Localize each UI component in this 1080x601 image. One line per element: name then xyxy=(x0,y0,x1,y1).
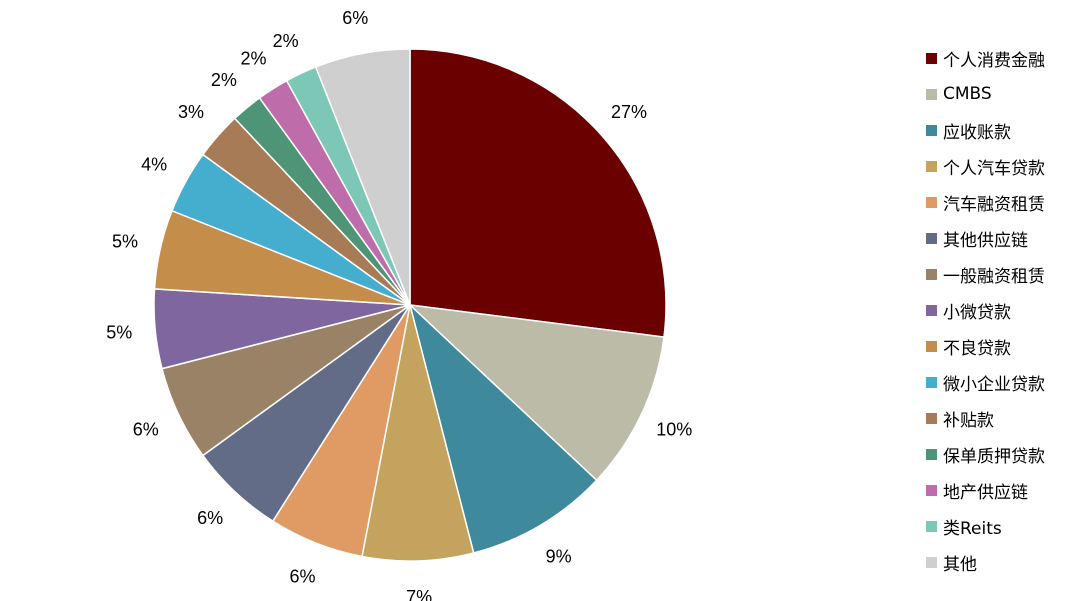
legend-item-9: 微小企业贷款 xyxy=(926,364,1045,400)
legend-swatch-4 xyxy=(926,196,937,208)
slice-data-label-11: 2% xyxy=(211,70,237,90)
pie-slices xyxy=(153,48,667,562)
legend-item-12: 地产供应链 xyxy=(926,472,1045,508)
legend-item-3: 个人汽车贷款 xyxy=(926,148,1045,184)
legend-label-6: 一般融资租赁 xyxy=(943,266,1045,287)
legend-label-3: 个人汽车贷款 xyxy=(943,158,1045,179)
legend-swatch-2 xyxy=(926,124,937,136)
legend-label-11: 保单质押贷款 xyxy=(943,446,1045,467)
pie-slice-0 xyxy=(409,48,667,338)
pie-slice-14 xyxy=(314,48,411,306)
slice-data-label-3: 7% xyxy=(406,587,432,601)
legend-swatch-7 xyxy=(926,304,937,316)
legend-label-8: 不良贷款 xyxy=(943,338,1011,359)
legend-item-2: 应收账款 xyxy=(926,112,1045,148)
slice-data-label-1: 10% xyxy=(656,419,692,439)
legend-label-2: 应收账款 xyxy=(943,122,1011,143)
legend-swatch-8 xyxy=(926,340,937,352)
legend-label-5: 其他供应链 xyxy=(943,230,1028,251)
legend-item-14: 其他 xyxy=(926,544,1045,580)
legend-label-7: 小微贷款 xyxy=(943,302,1011,323)
legend-swatch-0 xyxy=(926,52,937,64)
legend-item-6: 一般融资租赁 xyxy=(926,256,1045,292)
legend-item-13: 类Reits xyxy=(926,508,1045,544)
slice-data-label-5: 6% xyxy=(197,508,223,528)
legend-item-7: 小微贷款 xyxy=(926,292,1045,328)
legend-swatch-14 xyxy=(926,556,937,568)
legend-label-12: 地产供应链 xyxy=(943,482,1028,503)
legend-swatch-10 xyxy=(926,412,937,424)
legend-swatch-11 xyxy=(926,448,937,460)
legend-label-13: 类Reits xyxy=(943,518,1002,539)
legend-swatch-3 xyxy=(926,160,937,172)
legend-swatch-13 xyxy=(926,520,937,532)
pie-slice-1 xyxy=(407,303,665,482)
slice-data-label-10: 3% xyxy=(178,102,204,122)
legend-label-10: 补贴款 xyxy=(943,410,994,431)
slice-data-label-2: 9% xyxy=(546,546,572,566)
slice-data-label-13: 2% xyxy=(273,31,299,51)
legend-label-4: 汽车融资租赁 xyxy=(943,194,1045,215)
legend-item-11: 保单质押贷款 xyxy=(926,436,1045,472)
slice-data-label-14: 6% xyxy=(342,8,368,28)
legend-label-1: CMBS xyxy=(943,84,992,104)
slice-data-label-8: 5% xyxy=(112,231,138,251)
legend-item-5: 其他供应链 xyxy=(926,220,1045,256)
slice-data-label-4: 6% xyxy=(290,566,316,586)
legend-label-14: 其他 xyxy=(943,554,977,575)
legend-swatch-12 xyxy=(926,484,937,496)
chart-legend: 个人消费金融 CMBS 应收账款个人汽车贷款 汽车融资租赁 其他供应链一般融资租赁 小微贷… xyxy=(926,40,1045,580)
legend-swatch-6 xyxy=(926,268,937,280)
legend-item-1: CMBS xyxy=(926,76,1045,112)
legend-label-0: 个人消费金融 xyxy=(943,50,1045,71)
legend-item-4: 汽车融资租赁 xyxy=(926,184,1045,220)
pie-slice-3 xyxy=(361,304,475,562)
legend-item-0: 个人消费金融 xyxy=(926,40,1045,76)
legend-item-10: 补贴款 xyxy=(926,400,1045,436)
legend-label-9: 微小企业贷款 xyxy=(943,374,1045,395)
slice-data-label-0: 27% xyxy=(611,102,647,122)
pie-slice-2 xyxy=(408,302,598,554)
pie-data-labels: 27%10%9%7%6%6%6%5%5%4%3%2%2%2%6% xyxy=(106,8,692,601)
legend-swatch-1 xyxy=(926,88,937,100)
slice-data-label-7: 5% xyxy=(106,322,132,342)
legend-item-8: 不良贷款 xyxy=(926,328,1045,364)
legend-swatch-9 xyxy=(926,376,937,388)
legend-swatch-5 xyxy=(926,232,937,244)
slice-data-label-9: 4% xyxy=(141,154,167,174)
slice-data-label-12: 2% xyxy=(241,48,267,68)
slice-data-label-6: 6% xyxy=(133,419,159,439)
